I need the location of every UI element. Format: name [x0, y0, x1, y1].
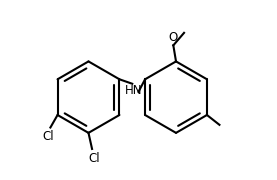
Text: Cl: Cl — [43, 130, 55, 143]
Text: O: O — [169, 31, 178, 44]
Text: HN: HN — [125, 84, 143, 97]
Text: Cl: Cl — [88, 152, 100, 165]
